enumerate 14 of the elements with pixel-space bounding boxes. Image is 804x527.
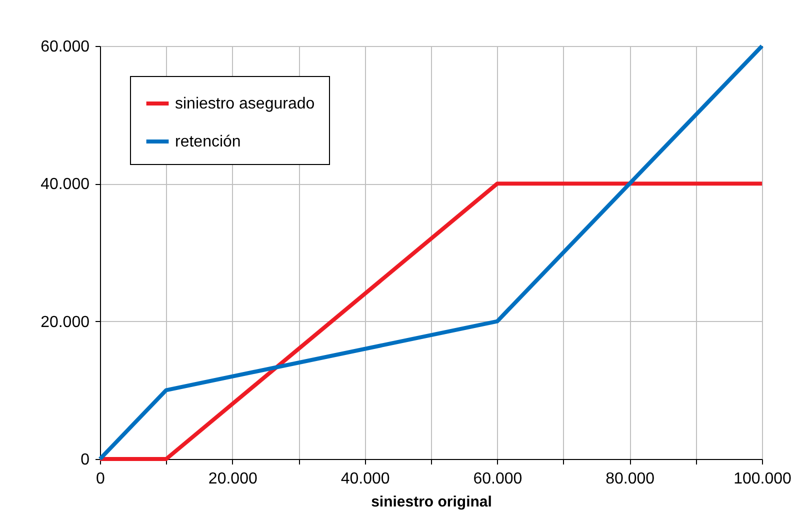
x-tick-label: 40.000 — [340, 470, 390, 488]
y-tick-label: 60.000 — [40, 38, 90, 56]
legend-label: retención — [175, 134, 241, 150]
y-tick-label: 0 — [80, 452, 90, 468]
x-tick-label: 60.000 — [473, 470, 522, 488]
line-series — [98, 44, 764, 461]
x-tick-label: 20.000 — [208, 470, 258, 488]
x-tick-label: 100.000 — [734, 470, 792, 488]
y-tick-label: 20.000 — [40, 314, 90, 331]
y-tick-label: 40.000 — [40, 176, 90, 194]
x-tick-label: 80.000 — [606, 470, 655, 488]
x-axis-title: siniestro original — [371, 494, 492, 510]
x-tick-label: 0 — [96, 470, 106, 488]
legend-label: siniestro asegurado — [175, 96, 315, 112]
